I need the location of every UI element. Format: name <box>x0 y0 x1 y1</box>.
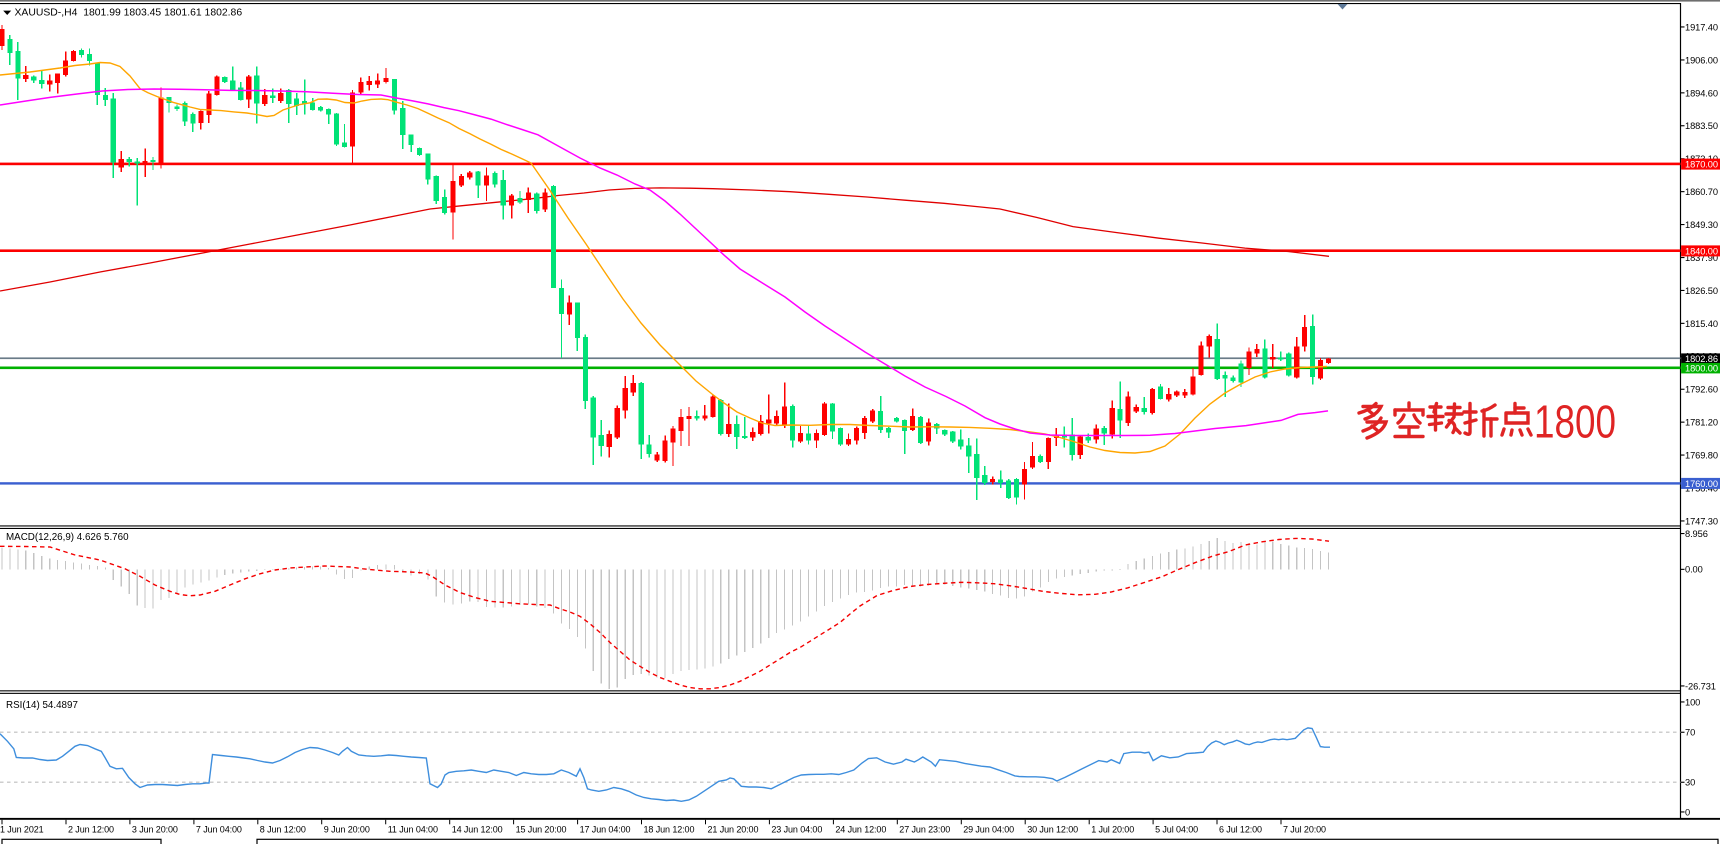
svg-text:24 Jun 12:00: 24 Jun 12:00 <box>835 824 886 834</box>
svg-text:6 Jul 12:00: 6 Jul 12:00 <box>1219 824 1262 834</box>
svg-text:70: 70 <box>1685 728 1695 738</box>
svg-text:1870.00: 1870.00 <box>1685 160 1718 170</box>
svg-text:5 Jul 04:00: 5 Jul 04:00 <box>1155 824 1198 834</box>
svg-text:23 Jun 04:00: 23 Jun 04:00 <box>771 824 822 834</box>
svg-text:3 Jun 20:00: 3 Jun 20:00 <box>132 824 178 834</box>
svg-text:17 Jun 04:00: 17 Jun 04:00 <box>580 824 631 834</box>
svg-text:1815.40: 1815.40 <box>1685 319 1718 329</box>
svg-text:30: 30 <box>1685 778 1695 788</box>
svg-text:9 Jun 20:00: 9 Jun 20:00 <box>324 824 370 834</box>
svg-text:8 Jun 12:00: 8 Jun 12:00 <box>260 824 306 834</box>
svg-text:1747.30: 1747.30 <box>1685 516 1718 526</box>
svg-text:1760.00: 1760.00 <box>1685 479 1718 489</box>
svg-text:11 Jun 04:00: 11 Jun 04:00 <box>388 824 438 834</box>
svg-text:RSI(14) 54.4897: RSI(14) 54.4897 <box>6 700 78 711</box>
svg-text:27 Jun 23:00: 27 Jun 23:00 <box>899 824 950 834</box>
svg-text:1769.80: 1769.80 <box>1685 451 1718 461</box>
svg-text:1 Jun 2021: 1 Jun 2021 <box>0 824 44 834</box>
svg-text:0: 0 <box>1685 807 1690 817</box>
svg-text:1792.60: 1792.60 <box>1685 385 1718 395</box>
svg-text:1849.30: 1849.30 <box>1685 220 1718 230</box>
svg-text:1837.90: 1837.90 <box>1685 253 1718 263</box>
svg-text:21 Jun 20:00: 21 Jun 20:00 <box>708 824 759 834</box>
svg-text:1840.00: 1840.00 <box>1685 246 1718 256</box>
svg-text:0.00: 0.00 <box>1685 565 1703 575</box>
svg-text:1826.50: 1826.50 <box>1685 286 1718 296</box>
svg-text:2 Jun 12:00: 2 Jun 12:00 <box>68 824 114 834</box>
svg-text:1894.60: 1894.60 <box>1685 88 1718 98</box>
svg-text:XAUUSD-,H4 1801.99 1803.45 18: XAUUSD-,H4 1801.99 1803.45 1801.61 1802.… <box>15 7 243 18</box>
svg-text:29 Jun 04:00: 29 Jun 04:00 <box>963 824 1014 834</box>
svg-text:1906.00: 1906.00 <box>1685 55 1718 65</box>
svg-text:-26.731: -26.731 <box>1685 681 1716 691</box>
svg-text:15 Jun 20:00: 15 Jun 20:00 <box>516 824 567 834</box>
svg-text:1883.50: 1883.50 <box>1685 121 1718 131</box>
svg-text:30 Jun 12:00: 30 Jun 12:00 <box>1027 824 1078 834</box>
svg-text:MACD(12,26,9) 4.626 5.760: MACD(12,26,9) 4.626 5.760 <box>6 532 129 543</box>
svg-text:100: 100 <box>1685 697 1700 707</box>
svg-text:1781.20: 1781.20 <box>1685 418 1718 428</box>
svg-text:14 Jun 12:00: 14 Jun 12:00 <box>452 824 503 834</box>
svg-text:1860.70: 1860.70 <box>1685 187 1718 197</box>
svg-text:1800.00: 1800.00 <box>1685 364 1718 374</box>
svg-text:1802.86: 1802.86 <box>1685 354 1718 364</box>
svg-text:1800: 1800 <box>1534 396 1616 448</box>
svg-text:7 Jul 20:00: 7 Jul 20:00 <box>1283 824 1326 834</box>
svg-text:8.956: 8.956 <box>1685 529 1708 539</box>
svg-text:18 Jun 12:00: 18 Jun 12:00 <box>644 824 695 834</box>
svg-text:7 Jun 04:00: 7 Jun 04:00 <box>196 824 242 834</box>
svg-text:1917.40: 1917.40 <box>1685 22 1718 32</box>
svg-text:1 Jul 20:00: 1 Jul 20:00 <box>1091 824 1134 834</box>
